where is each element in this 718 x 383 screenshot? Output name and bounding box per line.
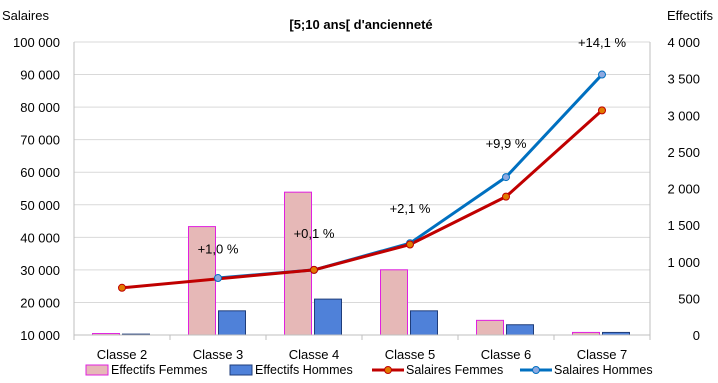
- lines: [118, 70, 606, 292]
- bars: [92, 191, 630, 336]
- chart-title: [5;10 ans[ d'ancienneté: [289, 17, 432, 32]
- x-tick-label: Classe 2: [97, 347, 148, 362]
- bar-effectifs-hommes: [314, 298, 342, 336]
- gridlines: [74, 41, 650, 303]
- left-tick-label: 90 000: [20, 68, 60, 83]
- legend-marker: [384, 366, 392, 374]
- x-tick-label: Classe 3: [193, 347, 244, 362]
- marker-salaires-hommes: [502, 173, 510, 182]
- legend-swatch: [229, 364, 253, 376]
- legend-label: Salaires Femmes: [406, 363, 503, 377]
- bar-effectifs-femmes: [380, 269, 408, 336]
- right-tick-label: 1 000: [667, 255, 700, 270]
- left-tick-label: 30 000: [20, 263, 60, 278]
- left-tick-label: 70 000: [20, 133, 60, 148]
- left-tick-label: 20 000: [20, 295, 60, 310]
- axes: [73, 42, 651, 340]
- legend-label: Effectifs Hommes: [255, 363, 353, 377]
- annotations: +1,0 % +0,1 % +2,1 % +9,9 % +14,1 %: [198, 35, 627, 257]
- marker-salaires-femmes: [118, 283, 126, 292]
- right-tick-label: 1 500: [667, 218, 700, 233]
- right-tick-label: 4 000: [667, 35, 700, 50]
- growth-annotation: +0,1 %: [294, 226, 335, 241]
- left-tick-label: 80 000: [20, 100, 60, 115]
- left-tick-label: 10 000: [20, 328, 60, 343]
- right-tick-label: 0: [693, 328, 700, 343]
- growth-annotation: +2,1 %: [390, 201, 431, 216]
- legend: Effectifs Femmes Effectifs Hommes Salaires…: [85, 363, 653, 377]
- marker-salaires-femmes: [406, 240, 414, 249]
- right-tick-label: 3 500: [667, 72, 700, 87]
- right-tick-label: 3 000: [667, 108, 700, 123]
- left-tick-label: 60 000: [20, 165, 60, 180]
- bar-effectifs-hommes: [506, 324, 534, 336]
- bar-effectifs-hommes: [218, 310, 246, 336]
- right-tick-label: 2 500: [667, 145, 700, 160]
- x-tick-label: Classe 7: [577, 347, 628, 362]
- left-axis-title: Salaires: [2, 8, 49, 23]
- legend-marker: [532, 366, 540, 374]
- marker-salaires-femmes: [598, 106, 606, 115]
- marker-salaires-femmes: [310, 265, 318, 274]
- x-tick-label: Classe 5: [385, 347, 436, 362]
- left-tick-label: 40 000: [20, 230, 60, 245]
- growth-annotation: +14,1 %: [578, 35, 627, 50]
- x-tick-label: Classe 6: [481, 347, 532, 362]
- x-ticks: Classe 2 Classe 3 Classe 4 Classe 5 Classe 6…: [97, 347, 628, 362]
- growth-annotation: +9,9 %: [486, 136, 527, 151]
- bar-effectifs-femmes: [476, 319, 504, 336]
- right-tick-label: 2 000: [667, 182, 700, 197]
- legend-swatch: [85, 364, 109, 376]
- legend-label: Effectifs Femmes: [111, 363, 207, 377]
- right-axis-title: Effectifs: [667, 8, 714, 23]
- x-tick-label: Classe 4: [289, 347, 340, 362]
- left-y-ticks: 10 000 20 000 30 000 40 000 50 000 60 000 70 0…: [13, 35, 60, 343]
- marker-salaires-hommes: [214, 274, 222, 283]
- left-tick-label: 100 000: [13, 35, 60, 50]
- right-y-ticks: 0 500 1 000 1 500 2 000 2 500 3 000 3 500 4 000: [667, 35, 700, 343]
- bar-effectifs-hommes: [410, 310, 438, 336]
- marker-salaires-femmes: [502, 192, 510, 201]
- legend-label: Salaires Hommes: [554, 363, 653, 377]
- bar-effectifs-femmes: [284, 191, 312, 336]
- growth-annotation: +1,0 %: [198, 242, 239, 257]
- right-tick-label: 500: [678, 291, 700, 306]
- left-tick-label: 50 000: [20, 198, 60, 213]
- marker-salaires-hommes: [598, 70, 606, 79]
